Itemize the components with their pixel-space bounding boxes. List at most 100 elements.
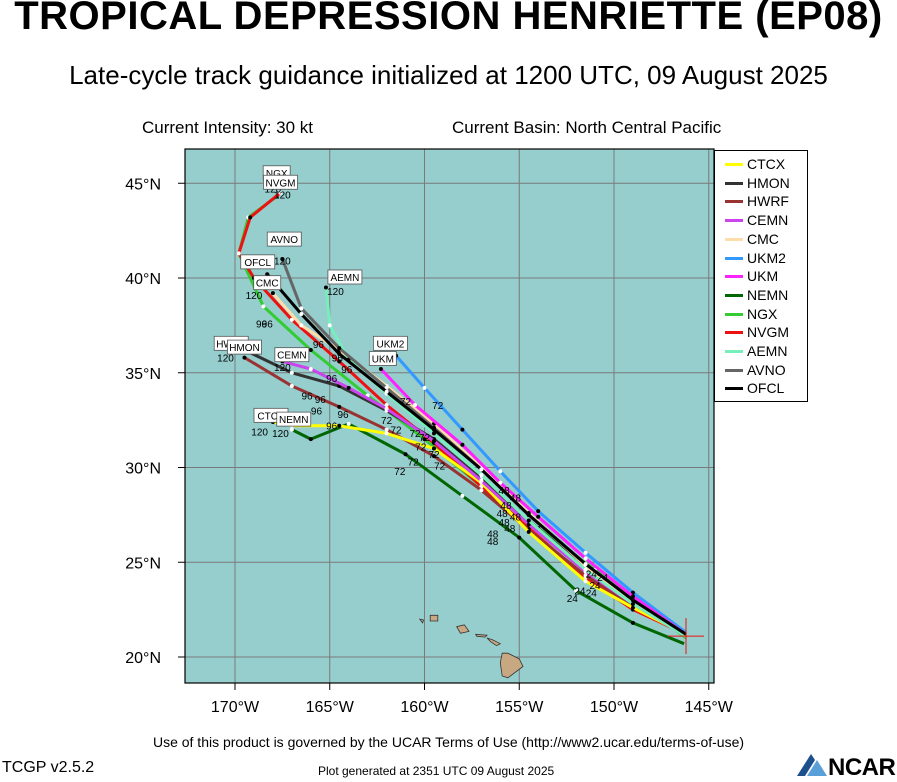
legend-label: CTCX: [747, 156, 786, 172]
track-point: [384, 389, 389, 394]
track-end-label: OFCL: [244, 258, 271, 269]
legend-label: AEMN: [747, 343, 788, 359]
lon-tick-label: 165°W: [306, 699, 355, 716]
legend-item-nemn: NEMN: [715, 286, 807, 304]
track-end-label: AEMN: [330, 273, 359, 284]
forecast-hour-label: 72: [381, 416, 393, 427]
forecast-hour-label: 72: [394, 467, 406, 478]
track-point: [583, 550, 588, 555]
track-point: [270, 291, 275, 296]
lon-tick-label: 145°W: [685, 699, 734, 716]
current-intensity: Current Intensity: 30 kt: [142, 118, 314, 137]
track-point: [337, 423, 342, 428]
forecast-hour-label: 120: [246, 291, 263, 302]
track-point: [460, 427, 465, 432]
legend-label: CMC: [747, 230, 779, 247]
track-point: [422, 437, 427, 442]
track-end-label-box: [266, 231, 302, 247]
forecast-hour-label: 120: [274, 190, 291, 201]
track-point: [236, 251, 241, 256]
legend-item-cemn: CEMN: [715, 211, 807, 229]
track-point: [583, 567, 588, 572]
track-point: [289, 317, 294, 322]
track-point: [308, 366, 313, 371]
forecast-hour-label: 120: [327, 287, 344, 298]
forecast-hour-label: 96: [332, 353, 344, 364]
track-end-label: CMC: [256, 279, 279, 290]
legend-item-ngx: NGX: [715, 305, 807, 323]
lat-tick-label: 20°N: [125, 650, 161, 667]
track-end-label: CTCX: [257, 411, 285, 422]
track-point: [384, 427, 389, 432]
forecast-hour-label: 72: [409, 429, 421, 440]
track-point: [337, 351, 342, 356]
island-maui: [486, 637, 502, 647]
track-point: [498, 469, 503, 474]
lat-tick-label: 35°N: [125, 366, 161, 383]
track-end-label-box: [368, 351, 397, 366]
legend-label: NEMN: [747, 286, 789, 303]
track-point: [526, 512, 531, 517]
track-point: [630, 620, 635, 625]
legend-label: OFCL: [747, 380, 785, 397]
page-title: TROPICAL DEPRESSION HENRIETTE (EP08): [14, 0, 883, 38]
lat-tick-label: 25°N: [125, 555, 161, 572]
legend-item-ukm2: UKM2: [715, 249, 807, 267]
lon-tick-label: 150°W: [590, 699, 639, 716]
track-point: [479, 478, 484, 483]
legend-label: AVNO: [747, 361, 786, 378]
legend-swatch: [725, 368, 743, 372]
track-point: [337, 346, 342, 351]
forecast-hour-label: 120: [274, 257, 291, 268]
forecast-hour-label: 72: [419, 433, 431, 444]
forecast-hour-label: 120: [217, 353, 234, 364]
island-kauai: [429, 614, 439, 622]
legend-item-ctcx: CTCX: [715, 155, 807, 173]
track-point: [460, 493, 465, 498]
legend-swatch: [725, 275, 743, 279]
track-point: [346, 385, 351, 390]
forecast-hour-label: 96: [341, 365, 353, 376]
legend-swatch: [725, 331, 743, 335]
forecast-hour-label: 72: [408, 458, 420, 469]
forecast-hour-label: 96: [326, 422, 338, 433]
legend-swatch: [725, 293, 743, 297]
forecast-hour-label: 120: [272, 429, 289, 440]
forecast-hour-label: 120: [274, 363, 291, 374]
track-end-label: UKM: [372, 354, 394, 365]
terms-of-use-text: Use of this product is governed by the U…: [152, 734, 745, 750]
legend-label: HMON: [747, 174, 790, 191]
track-point: [479, 473, 484, 478]
track-point: [299, 312, 304, 317]
version-label: TCGP v2.5.2: [2, 759, 95, 776]
model-legend: CTCX HMON HWRF CEMN CMC UKM2 UKM NEMN NGX NVGM AEM…: [714, 150, 808, 402]
track-end-label: AVNO: [270, 235, 298, 246]
track-point: [583, 562, 588, 567]
track-end-label-box: [253, 275, 282, 291]
legend-item-hmon: HMON: [715, 174, 807, 192]
track-point: [337, 359, 342, 364]
legend-label: NVGM: [747, 324, 789, 341]
track-point: [384, 431, 389, 436]
forecast-hour-label: 120: [251, 427, 268, 438]
forecast-hour-label: 96: [326, 374, 338, 385]
track-point: [460, 442, 465, 447]
island-hawaii: [499, 652, 524, 679]
forecast-hour-label: 48: [510, 494, 522, 505]
track-point: [630, 605, 635, 610]
track-point: [378, 366, 383, 371]
current-basin: Current Basin: North Central Pacific: [452, 118, 722, 137]
track-point: [574, 588, 579, 593]
forecast-hour-label: 72: [428, 450, 440, 461]
legend-item-ukm: UKM: [715, 267, 807, 285]
forecast-hour-label: 96: [337, 410, 349, 421]
ncar-logo-text: NCAR: [828, 754, 896, 781]
legend-swatch: [725, 163, 743, 166]
ncar-logo-icon: [797, 754, 827, 776]
legend-item-nvgm: NVGM: [715, 323, 807, 341]
lat-tick-label: 45°N: [125, 176, 161, 193]
legend-swatch: [725, 200, 743, 204]
track-point: [323, 285, 328, 290]
track-end-label-box: [274, 347, 310, 363]
track-point: [248, 215, 253, 220]
